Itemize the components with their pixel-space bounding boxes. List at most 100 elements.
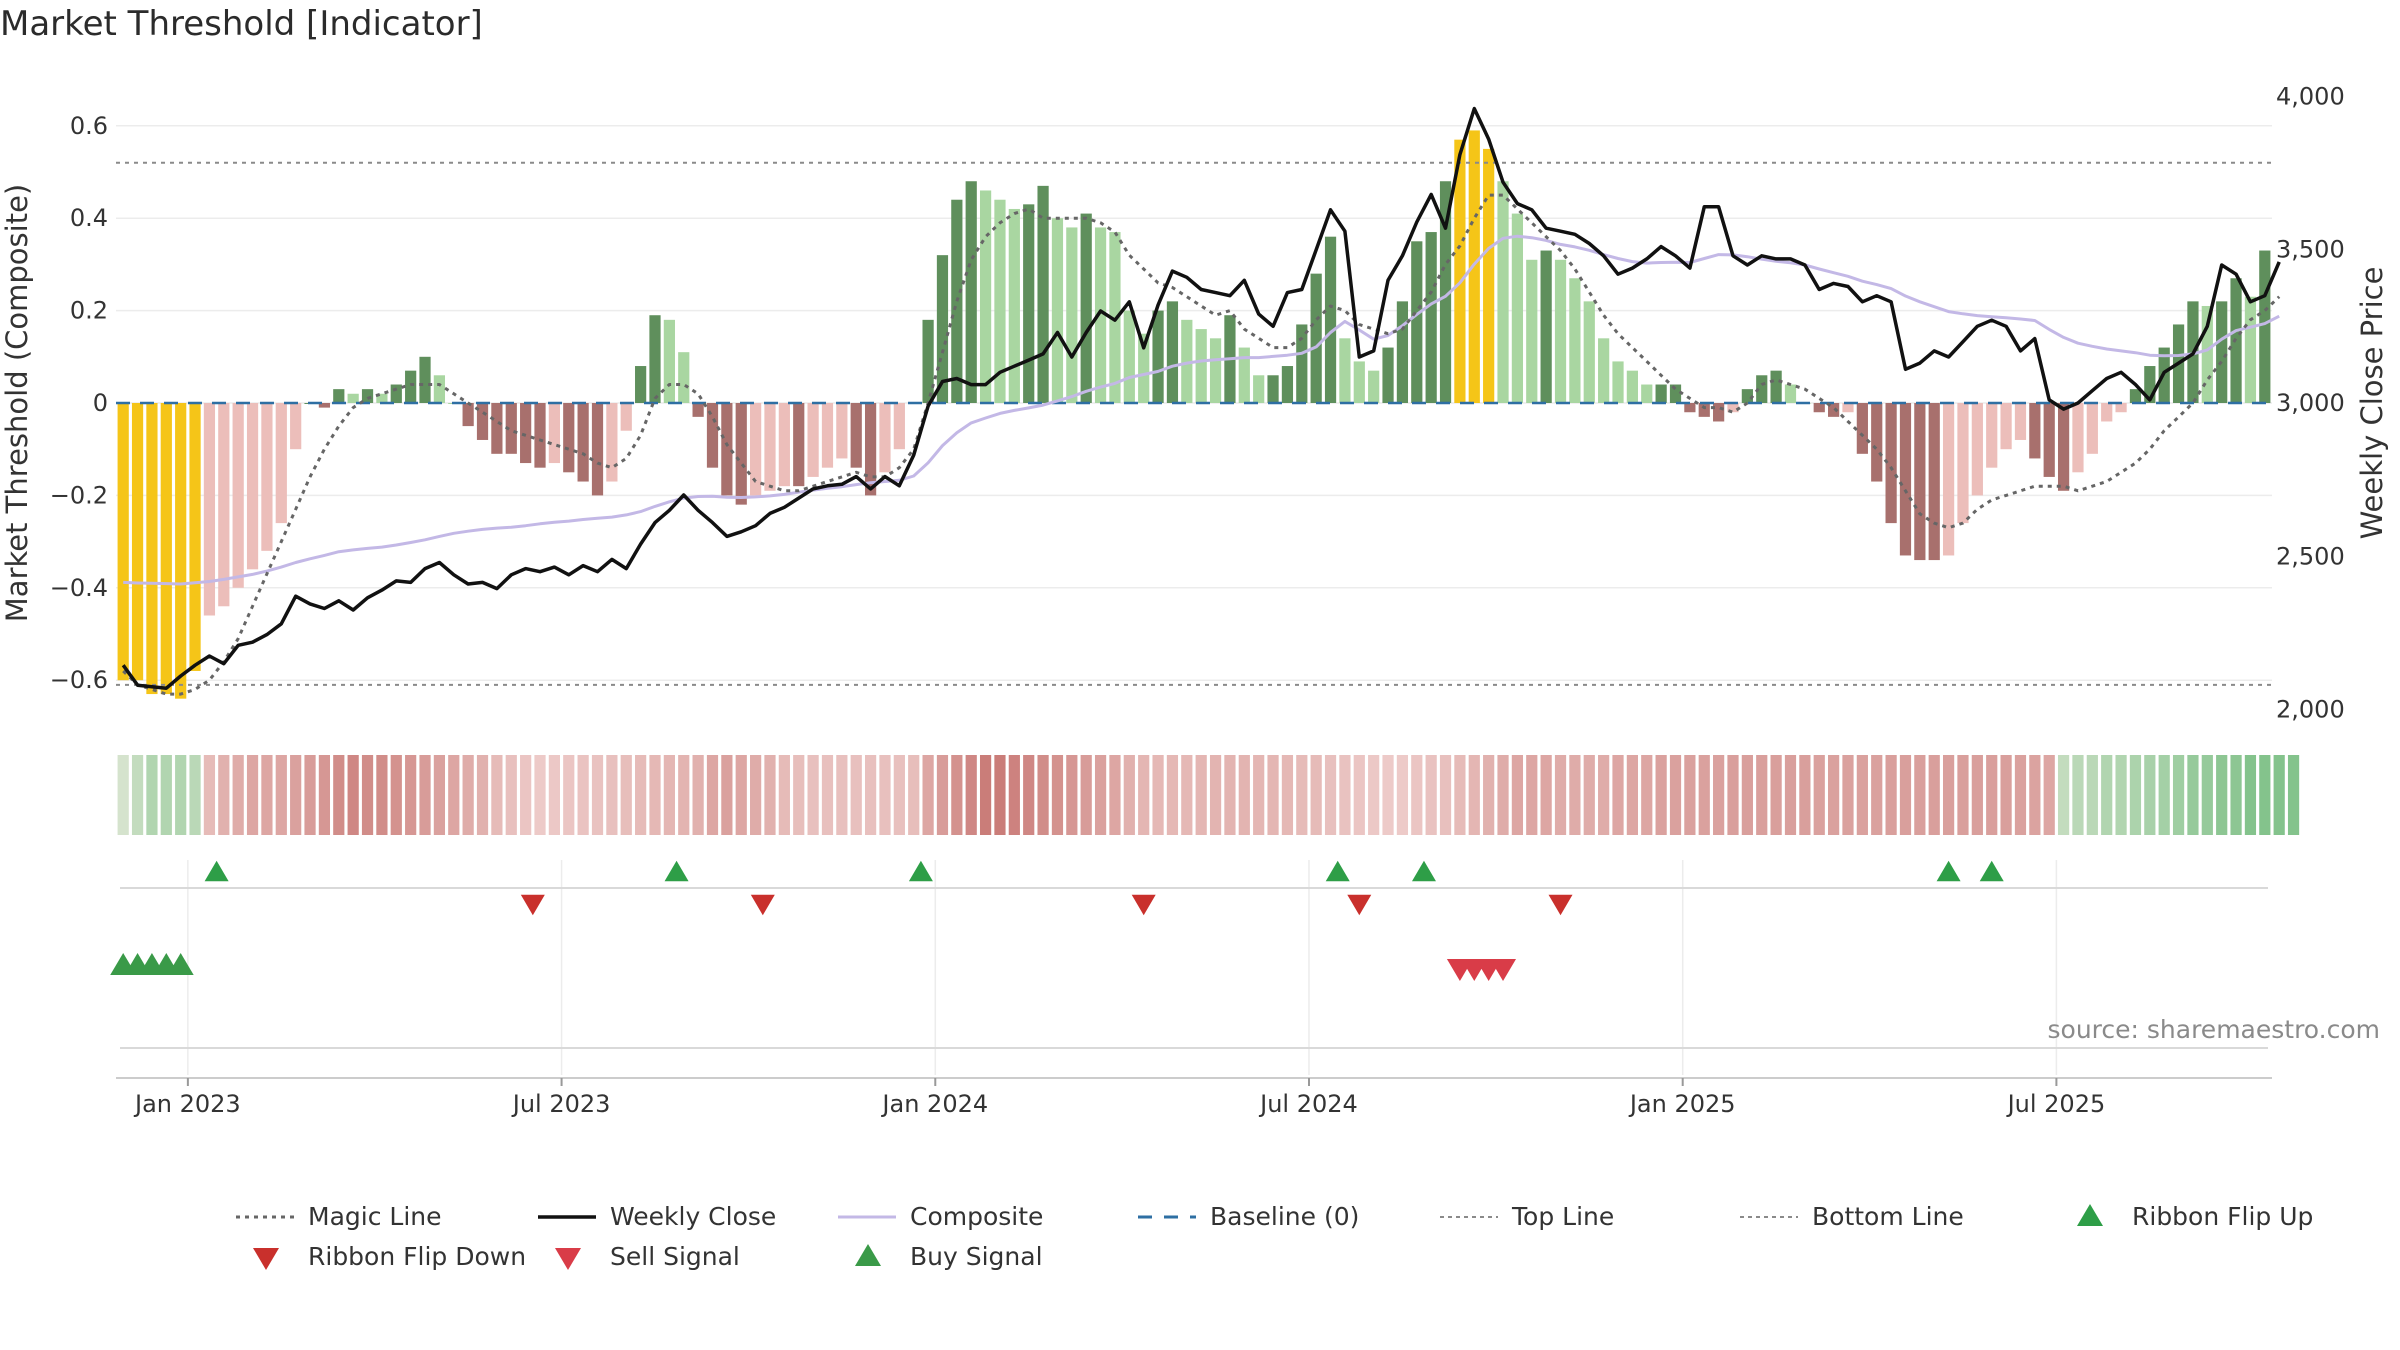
ribbon-cell [2172,755,2185,835]
sell-signal-marker [1490,958,1517,982]
ribbon-cell [663,755,675,835]
chart-title: Market Threshold [Indicator] [0,4,483,44]
composite-bar [131,403,144,681]
legend-item: Sell Signal [555,1242,740,1271]
composite-bar [1454,139,1466,403]
composite-bar [1051,218,1064,403]
composite-bar [1267,375,1279,403]
ribbon-cell [1813,755,1825,835]
ribbon-cell [548,755,560,835]
ribbon-cell [1641,755,1653,835]
ribbon-cell [764,755,776,835]
ribbon-cell [2057,755,2070,835]
legend-swatch [555,1247,581,1271]
composite-bar [491,403,503,454]
composite-bar [160,403,172,695]
ribbon-cell [347,755,359,835]
ribbon-cell [1698,755,1710,835]
composite-bar [1612,361,1624,403]
y-left-tick-label: −0.6 [50,666,108,694]
ribbon-cell [1468,755,1480,835]
composite-bar [1209,338,1222,403]
ribbon-flip-down-marker [1548,894,1573,916]
composite-bar [2014,403,2027,440]
composite-bar [2216,301,2228,403]
ribbon-cell [2115,755,2127,835]
signal-panel [110,952,2268,1049]
y-left-tick-label: 0 [93,389,108,417]
ribbon-cell [1224,755,1236,835]
composite-bar [591,403,604,496]
ribbon-cell [232,755,244,835]
composite-bar [1569,278,1581,403]
composite-bar [678,352,690,403]
ribbon-cell [821,755,834,835]
ribbon-cell [850,755,862,835]
ribbon-cell [1281,755,1294,835]
composite-bar [1080,213,1092,403]
composite-bar [922,319,934,403]
ribbon-cell [1583,755,1595,835]
legend-swatch [2077,1203,2103,1227]
composite-bar [548,403,560,464]
ribbon-cell [1655,755,1667,835]
ribbon-cell [1799,755,1811,835]
ribbon-cell [591,755,604,835]
legend: Magic Line Weekly Close Composite Baseline … [236,1202,2313,1271]
composite-bar [117,403,129,681]
composite-bar [1784,384,1797,403]
ribbon-cell [2129,755,2142,835]
ribbon-cell [1066,755,1078,835]
legend-label: Weekly Close [610,1202,776,1231]
ribbon-flip-up-marker [1979,860,2004,882]
ribbon-cell [1368,755,1380,835]
ribbon-cell [1885,755,1897,835]
ribbon-cell [1684,755,1696,835]
ribbon-cell [1971,755,1983,835]
ribbon-cell [706,755,719,835]
ribbon-cell [922,755,934,835]
composite-bar [1037,185,1049,403]
legend-item: Top Line [1440,1202,1614,1231]
source-note: source: sharemaestro.com [2047,1015,2381,1044]
composite-bar [405,370,417,403]
ribbon-cell [1008,755,1020,835]
ribbon-flip-down-marker [1347,894,1372,916]
weekly-close-line [121,106,2281,690]
ribbon-cell [2273,755,2285,835]
ribbon-cell [117,755,129,835]
ribbon-cell [2144,755,2156,835]
ribbon-cell [505,755,517,835]
composite-bar [893,403,905,450]
ribbon-cell [318,755,331,835]
composite-bar [1598,338,1610,403]
composite-bars [117,130,2271,699]
ribbon-flip-up-marker [1325,860,1350,882]
composite-bar [1756,375,1768,403]
ribbon-cell [879,755,891,835]
composite-bar [1238,347,1250,403]
legend-item: Composite [838,1202,1043,1231]
ribbon-strip [117,755,2300,835]
composite-bar [1296,324,1308,403]
composite-bar [1828,403,1840,417]
ribbon-cell [1842,755,1854,835]
composite-bar [290,403,302,450]
ribbon-cell [419,755,431,835]
ribbon-cell [836,755,848,835]
ribbon-cell [1511,755,1524,835]
ribbon-cell [189,755,201,835]
composite-bar [175,403,187,699]
ribbon-flip-down-marker [520,894,545,916]
ribbon-cell [936,755,949,835]
composite-bar [1669,384,1682,403]
composite-bar [261,403,273,551]
ribbon-cell [1669,755,1682,835]
y-right-tick-label: 2,000 [2276,696,2345,724]
composite-bar [1526,259,1538,403]
ribbon-cell [1942,755,1955,835]
composite-bar [1281,366,1294,403]
ribbon-cell [2201,755,2213,835]
ribbon-cell [965,755,977,835]
ribbon-cell [778,755,790,835]
